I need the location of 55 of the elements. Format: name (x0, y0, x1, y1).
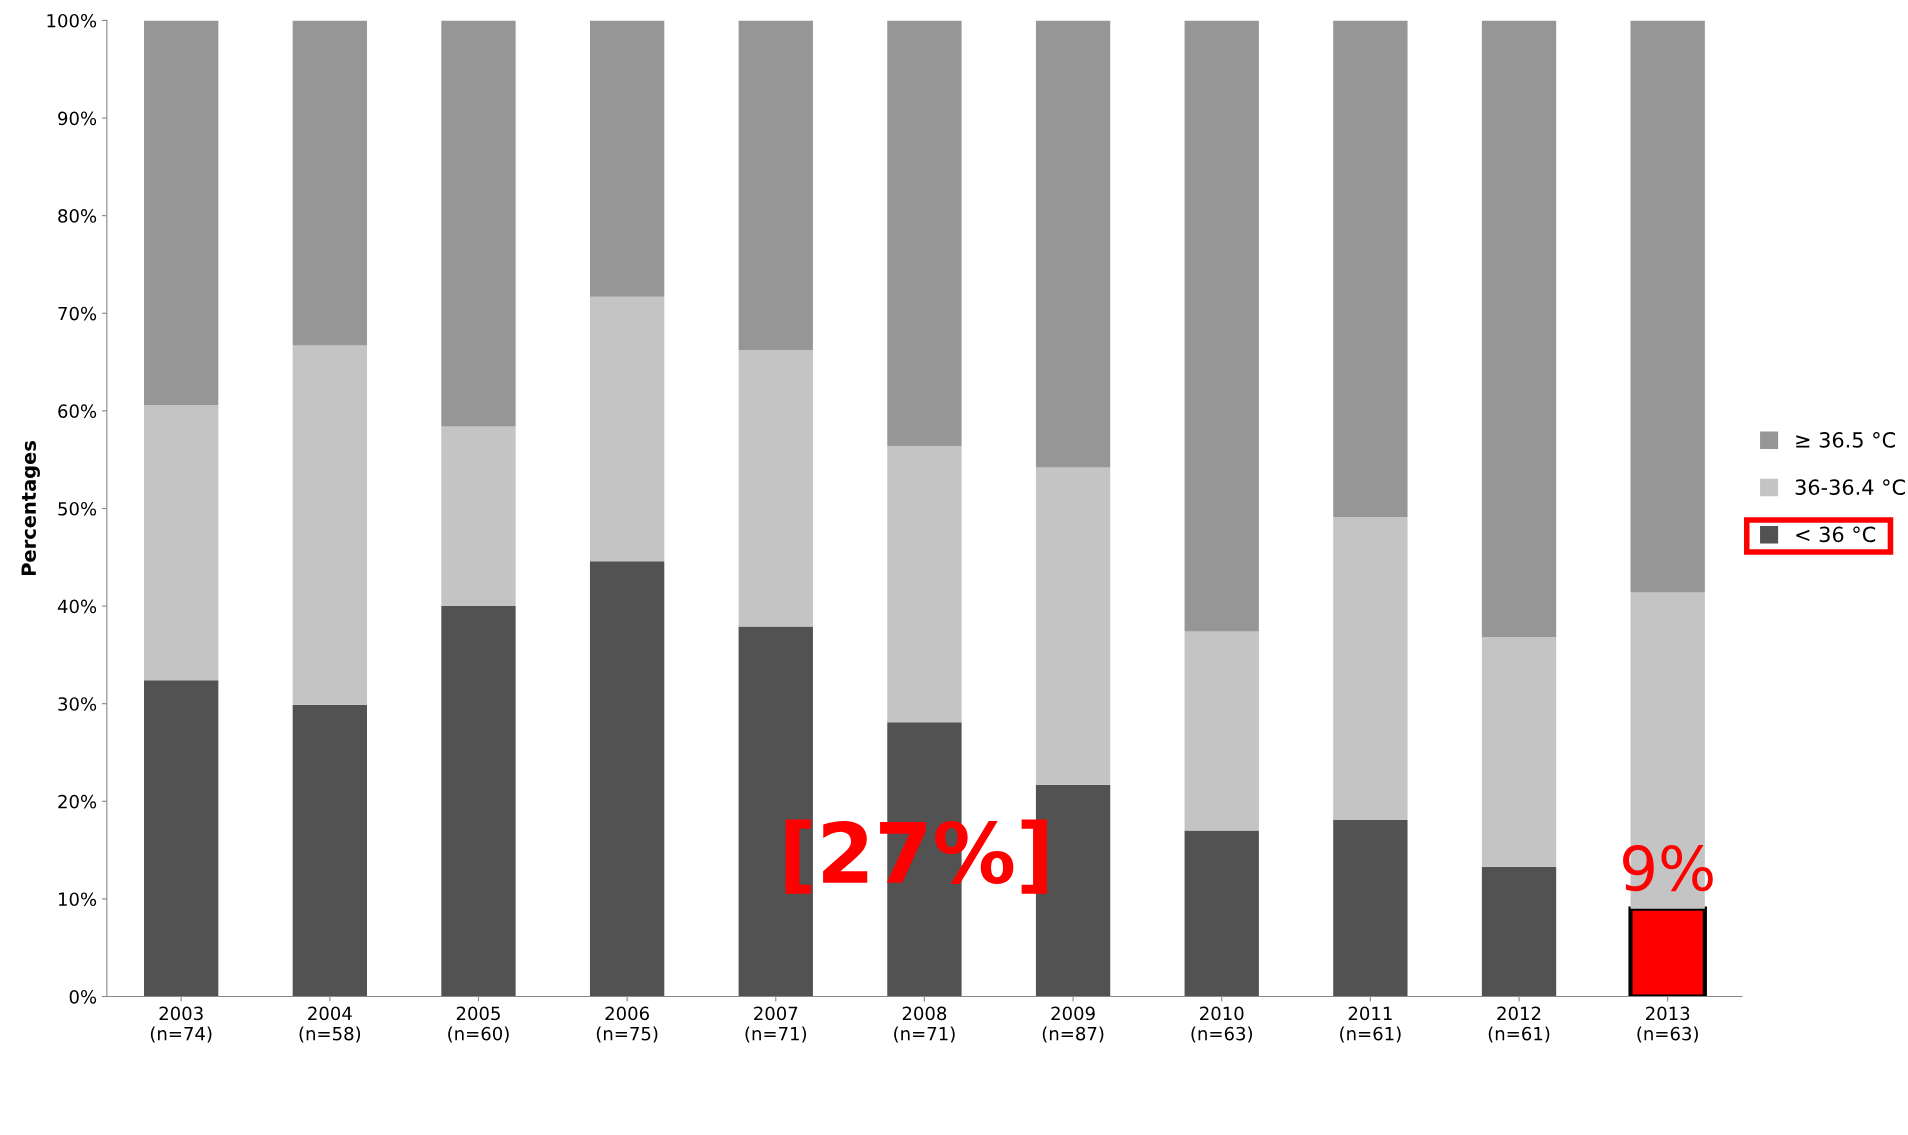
bar (1184, 830, 1259, 997)
y-tick-label: 10% (58, 892, 97, 907)
x-tick-label: 2003 (n=74) (150, 1006, 212, 1043)
legend-label: < 36 °C (1796, 526, 1876, 543)
bar (589, 20, 665, 297)
bar (1184, 20, 1259, 632)
bar (144, 405, 219, 681)
bar (589, 296, 665, 562)
y-tick-label: 100% (47, 13, 97, 28)
bar (441, 606, 516, 997)
bar (1333, 20, 1408, 518)
bar (738, 20, 813, 351)
bar (1481, 866, 1557, 997)
x-tick-label: 2007 (n=71) (745, 1006, 807, 1043)
bar (887, 20, 962, 447)
x-tick-label: 2012 (n=61) (1488, 1006, 1550, 1043)
legend-label: ≥ 36.5 °C (1796, 432, 1896, 448)
x-tick-label: 2009 (n=87) (1042, 1006, 1104, 1043)
bar (1333, 819, 1408, 997)
x-tick-label: 2005 (n=60) (448, 1006, 509, 1043)
bar (144, 680, 219, 997)
bar (441, 20, 516, 427)
bar (1333, 517, 1408, 820)
y-axis-title: Percentages (21, 441, 40, 576)
bar (1184, 631, 1259, 831)
bar (1035, 20, 1111, 468)
bar (738, 350, 813, 627)
y-tick-label: 70% (58, 306, 97, 321)
x-tick-label: 2011 (n=61) (1340, 1006, 1401, 1043)
bar (441, 426, 516, 607)
y-tick-label: 50% (58, 501, 97, 516)
y-tick-label: 90% (58, 111, 97, 126)
y-tick-label: 20% (58, 794, 97, 809)
bar (292, 704, 367, 997)
bar (292, 20, 367, 346)
x-tick-label: 2008 (n=71) (894, 1006, 955, 1043)
x-tick-label: 2006 (n=75) (596, 1006, 658, 1043)
y-tick-label: 40% (57, 599, 97, 614)
y-tick-label: 0% (69, 989, 97, 1004)
bar (1035, 467, 1111, 785)
bar (589, 561, 665, 997)
x-tick-label: 2010 (n=63) (1191, 1006, 1252, 1043)
bar (1481, 20, 1557, 638)
bar (887, 446, 962, 723)
y-tick-label: 30% (58, 697, 97, 711)
bar (144, 20, 219, 406)
bar (1481, 637, 1557, 867)
y-tick-label: 60% (58, 404, 97, 418)
bar (292, 345, 367, 705)
legend-label: 36-36.4 °C (1795, 479, 1905, 495)
annotation: 9% (1623, 845, 1713, 892)
x-tick-label: 2004 (n=58) (299, 1006, 361, 1043)
bar (1630, 20, 1705, 593)
x-tick-label: 2013 (n=63) (1637, 1006, 1698, 1043)
y-tick-label: 80% (58, 209, 97, 223)
